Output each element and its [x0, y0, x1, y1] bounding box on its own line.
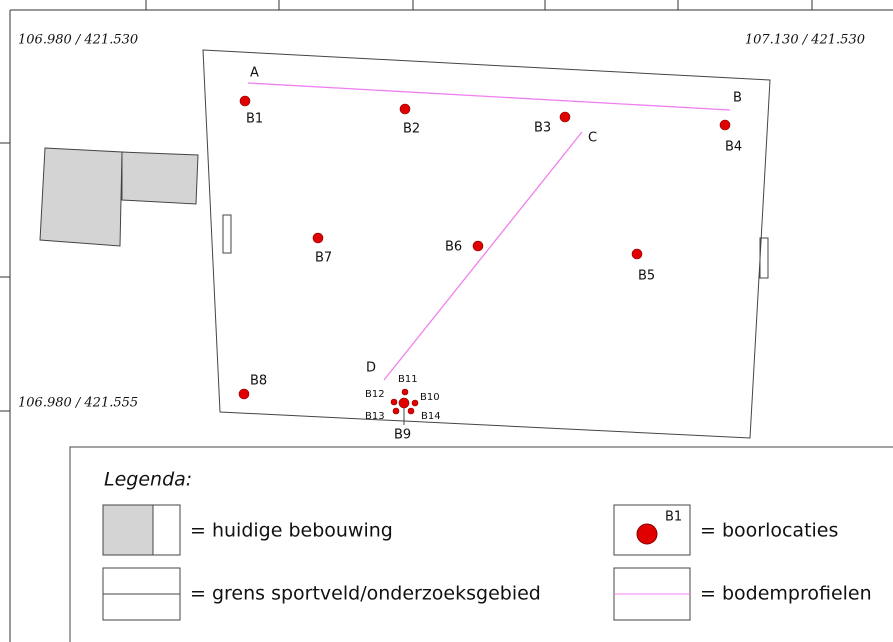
buildings [39, 147, 199, 247]
borehole-label: B8 [250, 374, 267, 389]
profiles [247, 82, 731, 381]
borehole [719, 119, 731, 131]
field-boundary [202, 49, 771, 439]
coordinate-label: 106.980 / 421.530 [18, 33, 138, 48]
borehole [390, 398, 398, 406]
borehole [398, 397, 410, 409]
borehole [392, 407, 400, 415]
legend-title: Legenda: [104, 469, 192, 491]
profile-label: B [733, 91, 742, 106]
borehole-label: B10 [420, 392, 440, 403]
borehole-label: B5 [638, 269, 655, 284]
borehole-label: B9 [394, 428, 411, 443]
borehole-label: B13 [365, 411, 385, 422]
legend-item: = bodemprofielen [700, 583, 872, 605]
legend-item: = boorlocaties [700, 520, 838, 542]
borehole-label: B12 [365, 389, 385, 400]
legend-box [69, 446, 893, 642]
legend-item: = huidige bebouwing [190, 520, 393, 542]
borehole [239, 95, 251, 107]
borehole-label: B11 [398, 374, 418, 385]
borehole-label: B2 [403, 122, 420, 137]
borehole [401, 388, 409, 396]
borehole-label: B7 [315, 251, 332, 266]
borehole [312, 232, 324, 244]
borehole-label: B6 [445, 240, 462, 255]
borehole [472, 240, 484, 252]
legend-sample-label: B1 [665, 510, 682, 525]
legend-item: = grens sportveld/onderzoeksgebied [190, 583, 541, 605]
borehole-label: B14 [421, 411, 441, 422]
profile-label: A [250, 66, 259, 81]
borehole [407, 407, 415, 415]
legend-icons [102, 504, 691, 621]
borehole [559, 111, 571, 123]
borehole [399, 103, 411, 115]
borehole-label: B4 [725, 140, 742, 155]
coordinate-label: 106.980 / 421.555 [18, 396, 138, 411]
profile-label: C [588, 131, 597, 146]
borehole-label: B1 [246, 112, 263, 127]
profile-label: D [366, 361, 376, 376]
borehole [411, 399, 419, 407]
borehole [631, 248, 643, 260]
borehole [238, 388, 250, 400]
coordinate-label: 107.130 / 421.530 [745, 33, 865, 48]
borehole-label: B3 [534, 121, 551, 136]
